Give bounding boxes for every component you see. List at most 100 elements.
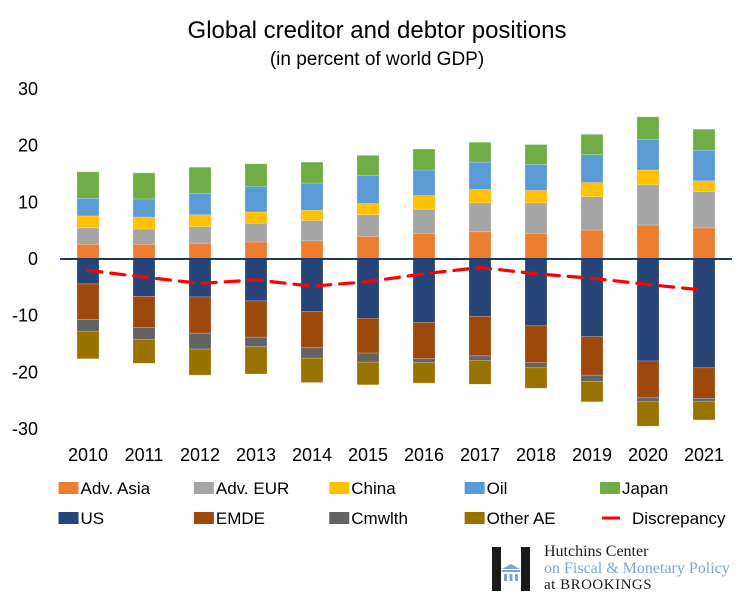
bar-adv-asia-2014 (300, 240, 324, 260)
legend-swatch-other-ae (464, 512, 485, 524)
x-tick-label: 2019 (572, 445, 612, 465)
x-tick-label: 2010 (68, 445, 108, 465)
bar-adv-asia-2013 (244, 241, 268, 260)
legend-label-discrepancy: Discrepancy (632, 509, 726, 528)
bar-other-ae-2019 (580, 381, 604, 403)
bar-japan-2015 (356, 155, 380, 177)
bar-us-2020 (636, 258, 660, 362)
bar-emde-2012 (188, 296, 212, 334)
bar-other-ae-2011 (132, 339, 156, 364)
bar-oil-2013 (244, 186, 268, 213)
bar-japan-2010 (76, 171, 100, 199)
bar-emde-2015 (356, 318, 380, 354)
legend-label-emde: EMDE (216, 509, 265, 528)
x-tick-label: 2014 (292, 445, 332, 465)
bar-adv-eur-2011 (132, 228, 156, 245)
chart-subtitle: (in percent of world GDP) (270, 49, 484, 70)
bar-adv-eur-2018 (524, 202, 548, 234)
bar-china-2012 (188, 214, 212, 228)
hutchins-center-logo: Hutchins Center on Fiscal & Monetary Pol… (492, 543, 754, 603)
bar-other-ae-2020 (636, 401, 660, 427)
bar-emde-2020 (636, 360, 660, 399)
bar-china-2010 (76, 215, 100, 229)
legend-label-adv-asia: Adv. Asia (81, 479, 151, 498)
bar-oil-2014 (300, 182, 324, 211)
bar-china-2013 (244, 211, 268, 224)
bar-adv-eur-2010 (76, 227, 100, 245)
bar-japan-2020 (636, 116, 660, 140)
bar-other-ae-2017 (468, 360, 492, 385)
bar-china-2014 (300, 209, 324, 221)
brookings-h-icon (492, 547, 530, 591)
bar-other-ae-2012 (188, 348, 212, 376)
bar-us-2016 (412, 258, 436, 323)
bar-oil-2020 (636, 139, 660, 171)
bar-china-2021 (692, 180, 716, 192)
discrepancy-series-line (86, 265, 706, 292)
bar-china-2019 (580, 182, 604, 197)
y-tick-label: -10 (12, 306, 38, 326)
bar-oil-2021 (692, 149, 716, 182)
bar-cmwlth-2019 (580, 374, 604, 382)
legend-item-adv-eur: Adv. EUR (193, 479, 289, 498)
bar-china-2015 (356, 203, 380, 216)
bar-emde-2011 (132, 296, 156, 328)
x-tick-label: 2016 (404, 445, 444, 465)
bar-emde-2013 (244, 300, 268, 338)
bar-emde-2021 (692, 367, 716, 399)
x-tick-label: 2011 (125, 445, 164, 465)
bar-cmwlth-2021 (692, 398, 716, 402)
bar-other-ae-2015 (356, 361, 380, 386)
y-tick-label: 20 (18, 136, 38, 156)
bar-oil-2016 (412, 169, 436, 196)
y-tick-label: -20 (12, 362, 38, 382)
bar-us-2015 (356, 258, 380, 319)
bars (76, 116, 716, 427)
bar-adv-asia-2011 (132, 243, 156, 260)
logo-line-2: on Fiscal & Monetary Policy (544, 560, 730, 577)
bar-cmwlth-2012 (188, 332, 212, 350)
x-tick-label: 2020 (628, 445, 668, 465)
bar-other-ae-2013 (244, 346, 268, 375)
bar-cmwlth-2018 (524, 362, 548, 369)
bar-oil-2012 (188, 192, 212, 216)
bar-japan-2019 (580, 134, 604, 156)
bar-oil-2010 (76, 198, 100, 217)
bar-cmwlth-2015 (356, 352, 380, 363)
legend-item-other-ae: Other AE (464, 509, 556, 528)
bar-japan-2011 (132, 172, 156, 200)
y-tick-label: 30 (18, 79, 38, 99)
bar-cmwlth-2011 (132, 327, 156, 340)
bar-japan-2014 (300, 161, 324, 184)
x-axis: 2010 2011 2012 2013 2014 2015 2016 2017 2018 2019… (68, 445, 724, 465)
bar-adv-asia-2021 (692, 227, 716, 260)
bar-oil-2019 (580, 154, 604, 183)
bar-japan-2018 (524, 144, 548, 165)
bar-china-2016 (412, 195, 436, 210)
bar-adv-eur-2015 (356, 214, 380, 237)
legend-label-us: US (81, 509, 105, 528)
legend-swatch-oil (464, 482, 485, 494)
legend-item-oil: Oil (464, 479, 507, 498)
x-tick-label: 2017 (460, 445, 500, 465)
bar-emde-2016 (412, 322, 436, 360)
bar-emde-2014 (300, 311, 324, 348)
bar-cmwlth-2016 (412, 358, 436, 364)
bar-adv-eur-2013 (244, 223, 268, 243)
y-axis: 30 20 10 0 -10 -20 -30 (12, 79, 38, 439)
x-tick-label: 2021 (684, 445, 724, 465)
bar-us-2012 (188, 258, 212, 298)
bar-cmwlth-2014 (300, 347, 324, 359)
legend: Adv. Asia Adv. EUR China Oil Japan US EMDE Cmwl… (58, 479, 726, 528)
chart-title: Global creditor and debtor positions (188, 17, 567, 44)
legend-item-adv-asia: Adv. Asia (58, 479, 151, 498)
legend-swatch-emde (193, 512, 214, 524)
legend-label-cmwlth: Cmwlth (351, 509, 408, 528)
bar-china-2017 (468, 189, 492, 204)
bar-cmwlth-2013 (244, 336, 268, 348)
bar-japan-2013 (244, 163, 268, 187)
bar-oil-2011 (132, 198, 156, 218)
bar-adv-asia-2017 (468, 231, 492, 260)
legend-label-other-ae: Other AE (487, 509, 556, 528)
